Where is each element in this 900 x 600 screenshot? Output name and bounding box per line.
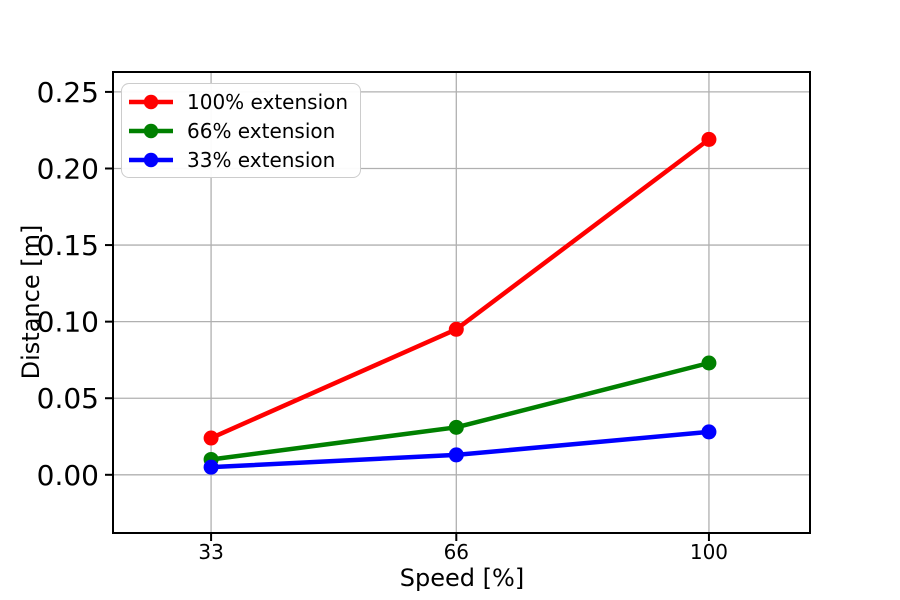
data-point-marker [701, 131, 717, 147]
series-line-66-extension [208, 360, 712, 462]
y-axis-label: Distance [m] [17, 224, 45, 380]
legend-line-sample [129, 94, 173, 109]
x-tick-label: 100 [690, 540, 728, 564]
legend-marker [143, 94, 159, 109]
plot-border [112, 71, 811, 534]
y-tick-label: 0.25 [37, 76, 99, 109]
legend-label: 66% extension [187, 118, 336, 143]
y-tick-label: 0.20 [37, 152, 99, 185]
legend-item: 100% extension [128, 87, 348, 116]
y-tick-label: 0.15 [37, 229, 99, 262]
legend-marker [143, 123, 159, 138]
y-tick-label: 0.05 [37, 382, 99, 415]
series-line-100-extension [208, 137, 712, 441]
legend-item: 66% extension [128, 116, 348, 145]
legend-line-sample [129, 123, 173, 138]
data-point-marker [203, 430, 219, 446]
legend-line-sample [129, 152, 173, 167]
legend-label: 33% extension [187, 147, 336, 172]
y-tick-label: 0.00 [37, 459, 99, 492]
data-point-marker [448, 321, 464, 337]
legend-item: 33% extension [128, 145, 348, 174]
x-tick-label: 33 [198, 540, 223, 564]
x-axis-label: Speed [%] [399, 564, 525, 592]
data-point-marker [203, 459, 219, 475]
legend-label: 100% extension [187, 89, 349, 114]
legend: 100% extension 66% extension 33% extension [121, 83, 362, 178]
legend-marker [143, 152, 159, 167]
data-point-marker [701, 355, 717, 371]
data-point-marker [701, 424, 717, 440]
data-point-marker [448, 447, 464, 463]
x-tick-label: 66 [444, 540, 469, 564]
y-tick-label: 0.10 [37, 306, 99, 339]
data-point-marker [448, 419, 464, 435]
